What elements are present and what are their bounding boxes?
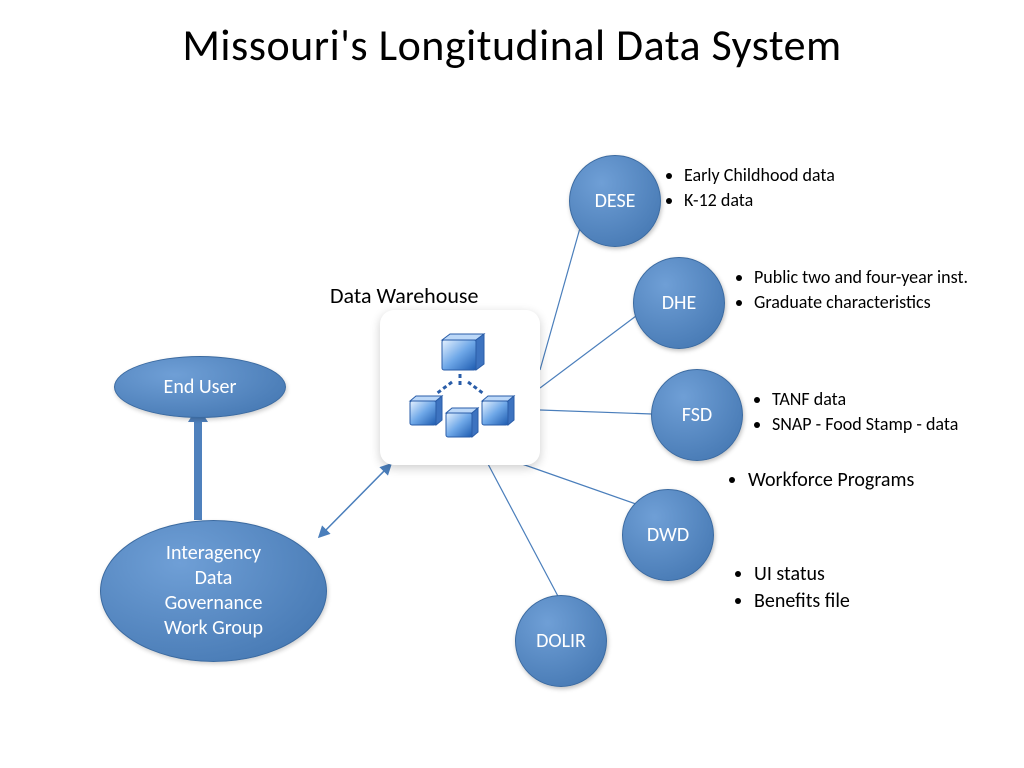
warehouse-label: Data Warehouse xyxy=(330,282,478,309)
bullet-item: K-12 data xyxy=(684,189,890,212)
bullet-item: SNAP - Food Stamp - data xyxy=(772,413,978,436)
enduser-node: End User xyxy=(114,356,286,418)
bullet-item: Benefits file xyxy=(754,589,940,614)
bullets-dwd: Workforce Programs xyxy=(734,468,954,495)
data-warehouse-card xyxy=(380,310,540,465)
bullets-dhe: Public two and four-year inst.Graduate c… xyxy=(740,266,970,315)
agency-node-dwd: DWD xyxy=(622,489,714,581)
warehouse-icon xyxy=(400,330,520,445)
agency-node-fsd: FSD xyxy=(651,369,743,461)
agency-node-dhe: DHE xyxy=(633,257,725,349)
diagram-stage: Missouri's Longitudinal Data System xyxy=(0,0,1024,768)
agency-node-dese: DESE xyxy=(569,155,661,247)
enduser-label: End User xyxy=(164,375,237,399)
bullet-item: UI status xyxy=(754,562,940,587)
bullet-item: Early Childhood data xyxy=(684,164,890,187)
governance-label: InteragencyDataGovernanceWork Group xyxy=(164,541,263,641)
governance-node: InteragencyDataGovernanceWork Group xyxy=(100,520,327,662)
agency-node-dolir: DOLIR xyxy=(515,595,607,687)
bullet-item: Graduate characteristics xyxy=(754,291,970,314)
bullets-dolir: UI statusBenefits file xyxy=(740,562,940,616)
bullets-fsd: TANF dataSNAP - Food Stamp - data xyxy=(758,388,978,437)
bullet-item: Workforce Programs xyxy=(748,468,954,493)
bullet-item: TANF data xyxy=(772,388,978,411)
bullets-dese: Early Childhood dataK-12 data xyxy=(670,164,890,213)
bullet-item: Public two and four-year inst. xyxy=(754,266,970,289)
